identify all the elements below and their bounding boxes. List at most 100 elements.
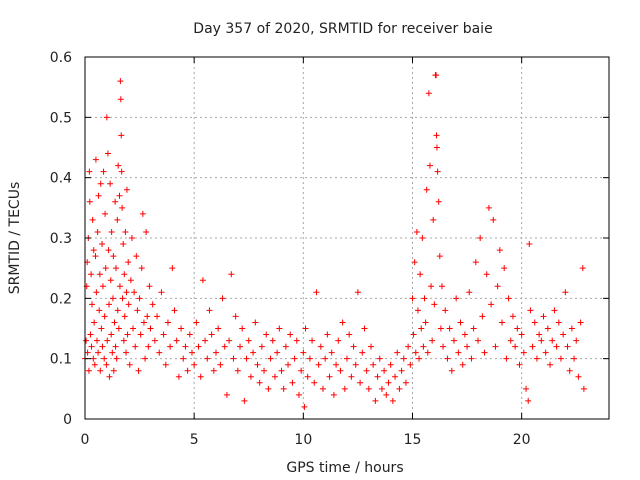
y-tick-label: 0 bbox=[63, 412, 72, 428]
data-point bbox=[226, 337, 233, 344]
data-point bbox=[247, 373, 254, 380]
data-point bbox=[91, 361, 98, 368]
data-point bbox=[204, 355, 211, 362]
data-point bbox=[184, 367, 191, 374]
data-point bbox=[123, 289, 130, 296]
data-point bbox=[512, 343, 519, 350]
data-point bbox=[110, 367, 117, 374]
data-point bbox=[232, 313, 239, 320]
data-point bbox=[241, 397, 248, 404]
data-point bbox=[85, 367, 92, 374]
data-point bbox=[420, 343, 427, 350]
data-point bbox=[426, 162, 433, 169]
x-tick-label: 20 bbox=[513, 432, 531, 448]
data-point bbox=[348, 373, 355, 380]
data-point bbox=[151, 337, 158, 344]
data-point bbox=[293, 337, 300, 344]
data-point bbox=[154, 313, 161, 320]
data-point bbox=[295, 391, 302, 398]
data-point bbox=[103, 361, 110, 368]
data-point bbox=[553, 343, 560, 350]
data-point bbox=[285, 361, 292, 368]
data-point bbox=[206, 307, 213, 314]
data-point bbox=[213, 349, 219, 356]
data-point bbox=[113, 265, 120, 272]
data-point bbox=[256, 379, 263, 386]
data-point bbox=[470, 325, 477, 332]
data-point bbox=[280, 385, 287, 392]
data-point bbox=[571, 355, 578, 362]
data-point bbox=[315, 361, 322, 368]
data-point bbox=[547, 361, 554, 368]
data-point bbox=[87, 331, 94, 338]
data-point bbox=[436, 253, 443, 260]
data-point bbox=[453, 295, 460, 302]
y-axis-label: SRMTID / TECUs bbox=[7, 182, 23, 295]
data-point bbox=[95, 192, 102, 199]
data-point bbox=[339, 319, 346, 326]
data-point bbox=[193, 319, 200, 326]
data-point bbox=[363, 367, 370, 374]
data-point bbox=[171, 307, 178, 314]
data-point bbox=[139, 210, 146, 217]
data-point bbox=[580, 385, 587, 392]
data-point bbox=[269, 337, 276, 344]
data-point bbox=[188, 349, 195, 356]
data-point bbox=[250, 349, 257, 356]
data-point bbox=[383, 391, 390, 398]
data-point bbox=[455, 349, 462, 356]
data-point bbox=[429, 337, 436, 344]
data-point bbox=[208, 331, 215, 338]
data-point bbox=[527, 307, 534, 314]
data-point bbox=[557, 355, 564, 362]
data-point bbox=[499, 319, 506, 326]
data-point bbox=[579, 265, 586, 272]
data-point bbox=[140, 319, 147, 326]
data-point bbox=[114, 307, 121, 314]
data-point bbox=[126, 361, 133, 368]
data-point bbox=[405, 343, 412, 350]
data-point bbox=[398, 367, 405, 374]
data-point bbox=[199, 277, 206, 284]
data-point bbox=[335, 337, 342, 344]
data-point bbox=[407, 361, 414, 368]
x-tick-label: 0 bbox=[81, 432, 90, 448]
data-point bbox=[116, 283, 123, 290]
data-point bbox=[516, 361, 523, 368]
data-point bbox=[416, 355, 423, 362]
data-point bbox=[210, 367, 217, 374]
x-tick-label: 10 bbox=[294, 432, 312, 448]
data-point bbox=[361, 325, 368, 332]
data-point bbox=[311, 379, 318, 386]
data-point bbox=[282, 343, 289, 350]
data-point bbox=[169, 265, 176, 272]
data-point bbox=[461, 331, 468, 338]
data-point bbox=[396, 385, 403, 392]
data-point bbox=[536, 331, 543, 338]
data-point bbox=[417, 271, 424, 278]
data-point bbox=[243, 355, 250, 362]
data-point bbox=[101, 355, 108, 362]
data-point bbox=[195, 343, 202, 350]
data-point bbox=[298, 367, 305, 374]
data-point bbox=[119, 204, 126, 211]
data-point bbox=[105, 247, 112, 254]
data-point bbox=[106, 373, 113, 380]
data-point bbox=[421, 295, 428, 302]
data-point bbox=[434, 168, 441, 175]
data-point bbox=[127, 277, 134, 284]
data-point bbox=[518, 331, 525, 338]
data-point bbox=[263, 331, 270, 338]
data-point bbox=[160, 331, 167, 338]
data-point bbox=[98, 325, 105, 332]
data-point bbox=[180, 355, 187, 362]
data-point bbox=[533, 355, 540, 362]
data-point bbox=[431, 301, 438, 308]
data-point bbox=[265, 385, 272, 392]
data-point bbox=[115, 162, 122, 169]
data-point bbox=[182, 343, 189, 350]
data-point bbox=[503, 355, 510, 362]
data-point bbox=[448, 367, 455, 374]
data-point bbox=[346, 331, 353, 338]
